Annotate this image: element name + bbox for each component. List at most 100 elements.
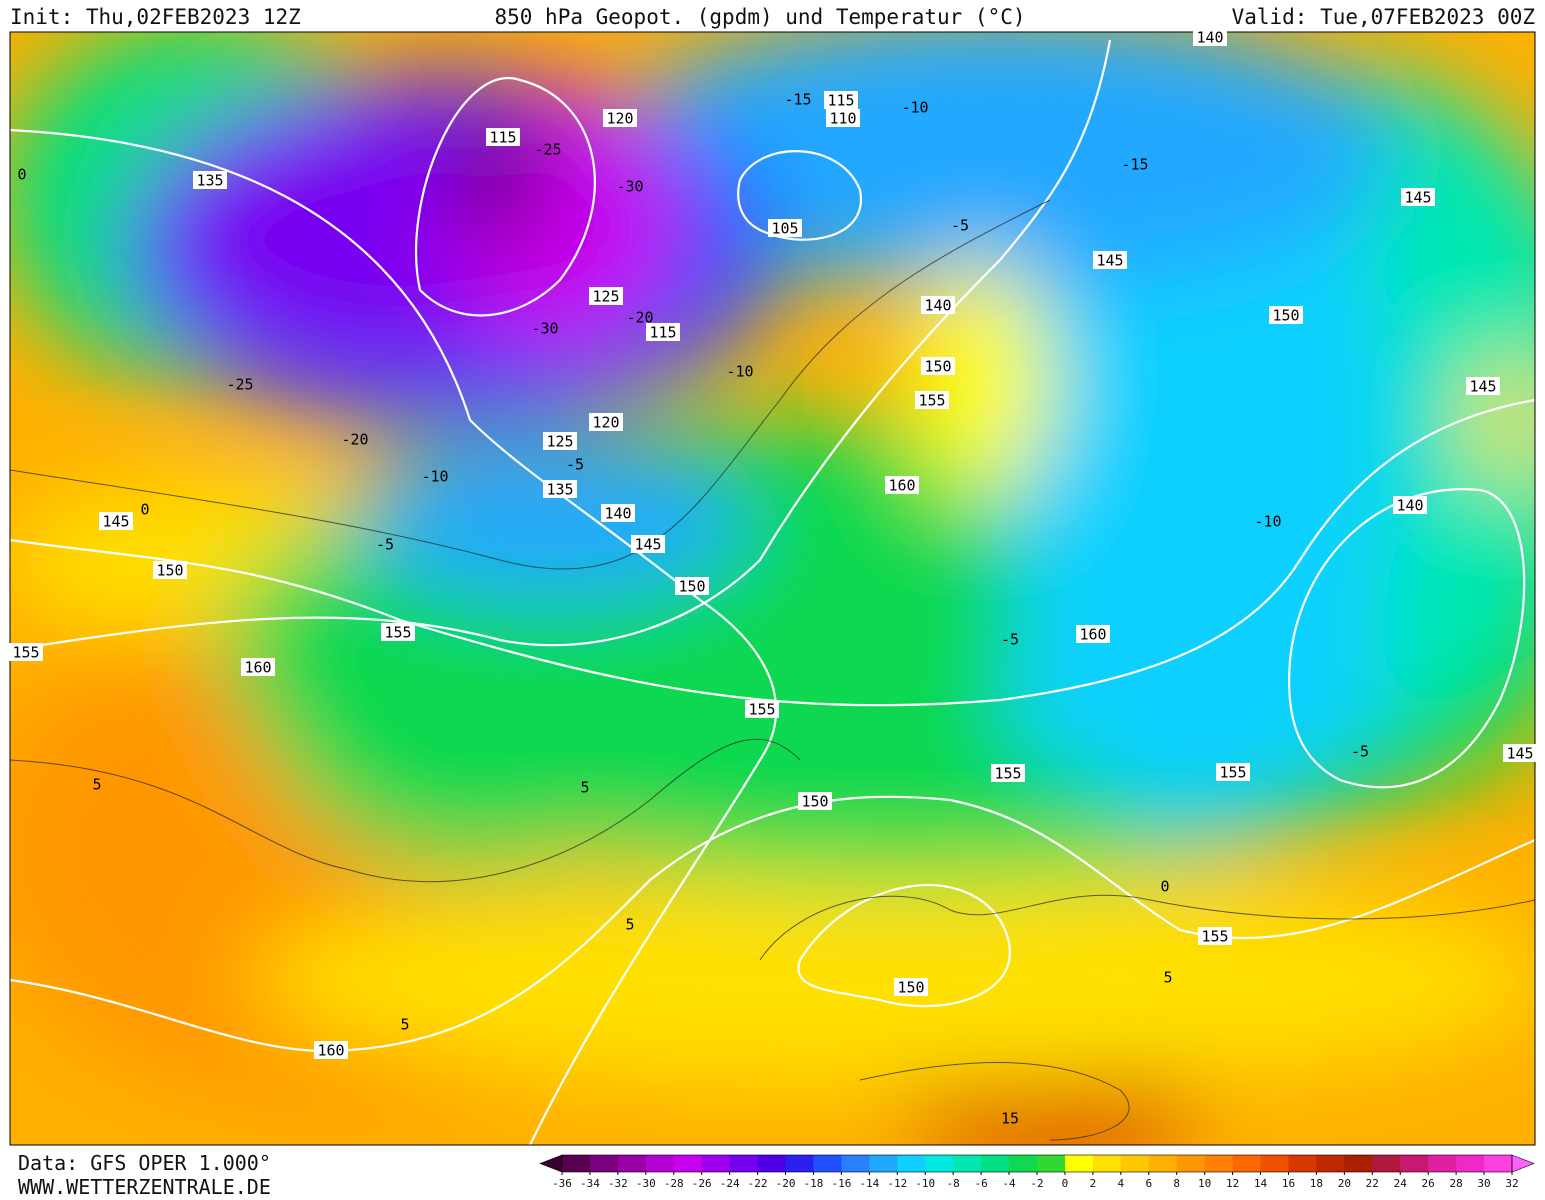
geopotential-label-box [885, 476, 919, 494]
geopotential-label: 150 [924, 358, 951, 376]
colorbar-swatch [1232, 1155, 1262, 1172]
colorbar-tick-label: 20 [1338, 1177, 1351, 1190]
colorbar-tick-label: 6 [1145, 1177, 1152, 1190]
colorbar-tick-label: -10 [915, 1177, 935, 1190]
geopotential-label-box [1076, 625, 1110, 643]
geopotential-label-box [1503, 744, 1537, 762]
colorbar-swatch [1092, 1155, 1122, 1172]
geopotential-label-box [631, 535, 665, 553]
geopotential-label: 145 [1404, 189, 1431, 207]
geopotential-label: 140 [1396, 497, 1423, 515]
colorbar-tick-label: -2 [1030, 1177, 1043, 1190]
colorbar-swatch [1316, 1155, 1345, 1172]
temperature-label: -5 [951, 217, 969, 235]
colorbar-tick-label: -4 [1002, 1177, 1016, 1190]
geopotential-label: 160 [888, 477, 915, 495]
colorbar-tick-label: 18 [1310, 1177, 1323, 1190]
colorbar-swatch [617, 1155, 647, 1172]
colorbar-tick-label: 32 [1505, 1177, 1518, 1190]
geopotential-label: 160 [244, 659, 271, 677]
colorbar-tick-label: -28 [664, 1177, 684, 1190]
geopotential-label-box [824, 91, 858, 109]
geopotential-label: 115 [649, 324, 676, 342]
temperature-label: -10 [1254, 513, 1281, 531]
temperature-label: -30 [616, 178, 643, 196]
geopotential-label: 155 [918, 392, 945, 410]
geopotential-label: 105 [771, 220, 798, 238]
colorbar-swatch [562, 1155, 591, 1172]
geopotential-label: 135 [196, 172, 223, 190]
geopotential-label-box [99, 512, 133, 530]
temperature-label: 0 [140, 501, 149, 519]
colorbar-tick-label: 22 [1366, 1177, 1379, 1190]
geopotential-label: 140 [604, 505, 631, 523]
colorbar-swatch [841, 1155, 870, 1172]
temperature-label: -25 [226, 376, 253, 394]
geopotential-label-box [826, 109, 860, 127]
colorbar-swatch [1456, 1155, 1485, 1172]
geopotential-label: 115 [827, 92, 854, 110]
geopotential-label: 160 [1079, 626, 1106, 644]
geopotential-label-box [1401, 188, 1435, 206]
geopotential-label: 140 [1196, 29, 1223, 47]
temperature-label: -5 [1001, 631, 1019, 649]
geopotential-label-box [991, 764, 1025, 782]
colorbar-swatch [1344, 1155, 1373, 1172]
temperature-label: -20 [626, 309, 653, 327]
geopotential-label-box [1193, 28, 1227, 46]
temperature-label: 5 [1163, 969, 1172, 987]
geopotential-label-box [153, 561, 187, 579]
map-title: 850 hPa Geopot. (gpdm) und Temperatur (°… [494, 5, 1025, 29]
geopotential-label-box [1216, 763, 1250, 781]
colorbar-tick-label: 26 [1422, 1177, 1435, 1190]
geopotential-label-box [768, 219, 802, 237]
temperature-label: -10 [901, 99, 928, 117]
geopotential-label-box [543, 480, 577, 498]
colorbar-swatch [1288, 1155, 1317, 1172]
temperature-label: -15 [784, 91, 811, 109]
colorbar-tick-label: 14 [1254, 1177, 1268, 1190]
geopotential-label-box [646, 323, 680, 341]
geopotential-label: 155 [1201, 928, 1228, 946]
temperature-label: 5 [400, 1016, 409, 1034]
geopotential-label: 150 [156, 562, 183, 580]
colorbar-tick-label: 2 [1090, 1177, 1097, 1190]
colorbar-swatch [757, 1155, 787, 1172]
geopotential-label-box [603, 109, 637, 127]
colorbar-tick-label: 0 [1062, 1177, 1069, 1190]
colorbar-tick-label: -18 [804, 1177, 824, 1190]
geopotential-label: 125 [546, 433, 573, 451]
temperature-label: -15 [1121, 156, 1148, 174]
geopotential-label-box [1093, 251, 1127, 269]
geopotential-label-box [798, 792, 832, 810]
colorbar-tick-label: 12 [1226, 1177, 1239, 1190]
geopotential-label: 155 [1219, 764, 1246, 782]
data-source: Data: GFS OPER 1.000° [18, 1151, 271, 1175]
temperature-label: -10 [421, 468, 448, 486]
temperature-label: -25 [534, 141, 561, 159]
geopotential-label-box [486, 128, 520, 146]
temperature-label: -5 [1351, 743, 1369, 761]
colorbar-swatch [1120, 1155, 1150, 1172]
colorbar-swatch [645, 1155, 675, 1172]
colorbar-swatch [925, 1155, 954, 1172]
colorbar-tick-label: -30 [636, 1177, 656, 1190]
colorbar-tick-label: 10 [1198, 1177, 1211, 1190]
colorbar-swatch [869, 1155, 898, 1172]
geopotential-label: 155 [384, 624, 411, 642]
geopotential-label: 150 [801, 793, 828, 811]
geopotential-label-box [543, 432, 577, 450]
geopotential-label-box [601, 504, 635, 522]
geopotential-label: 135 [546, 481, 573, 499]
colorbar-swatch [1260, 1155, 1289, 1172]
geopotential-label: 145 [634, 536, 661, 554]
colorbar-tick-label: -20 [776, 1177, 796, 1190]
geopotential-label-box [193, 171, 227, 189]
geopotential-label-box [1393, 496, 1427, 514]
colorbar-swatch [1176, 1155, 1206, 1172]
colorbar-swatch [1037, 1155, 1066, 1172]
map-frame [9, 31, 1536, 1146]
colorbar-swatch [589, 1155, 619, 1172]
temperature-label: 5 [92, 776, 101, 794]
geopotential-label: 145 [1096, 252, 1123, 270]
